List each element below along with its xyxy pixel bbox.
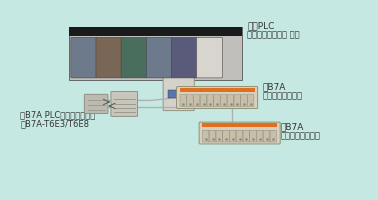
FancyBboxPatch shape <box>71 37 97 78</box>
FancyBboxPatch shape <box>84 94 108 114</box>
FancyBboxPatch shape <box>241 95 247 107</box>
FancyBboxPatch shape <box>177 87 258 108</box>
FancyBboxPatch shape <box>111 92 138 116</box>
FancyBboxPatch shape <box>207 95 214 107</box>
FancyBboxPatch shape <box>197 37 222 78</box>
FancyBboxPatch shape <box>209 130 215 142</box>
Bar <box>69 27 242 36</box>
Text: リンクターミナル: リンクターミナル <box>281 132 321 141</box>
FancyBboxPatch shape <box>96 37 122 78</box>
Text: 形B7A: 形B7A <box>281 123 304 132</box>
FancyBboxPatch shape <box>243 130 249 142</box>
FancyBboxPatch shape <box>229 130 236 142</box>
FancyBboxPatch shape <box>163 76 194 111</box>
FancyBboxPatch shape <box>270 130 276 142</box>
Bar <box>167 90 190 98</box>
FancyBboxPatch shape <box>223 130 229 142</box>
Text: 形B7A-T6E3/T6E8: 形B7A-T6E3/T6E8 <box>20 120 89 129</box>
Text: 形B7A PLCコネクタタイプ: 形B7A PLCコネクタタイプ <box>20 111 95 120</box>
Text: 形B7A: 形B7A <box>262 82 285 91</box>
Text: リンクターミナル: リンクターミナル <box>262 91 302 100</box>
FancyBboxPatch shape <box>250 130 256 142</box>
FancyBboxPatch shape <box>234 95 240 107</box>
FancyBboxPatch shape <box>216 130 222 142</box>
FancyBboxPatch shape <box>171 37 197 78</box>
FancyBboxPatch shape <box>203 130 209 142</box>
Bar <box>202 123 277 127</box>
FancyBboxPatch shape <box>180 95 186 107</box>
Text: （オムロン、三菱 他）: （オムロン、三菱 他） <box>247 30 300 39</box>
FancyBboxPatch shape <box>236 130 243 142</box>
FancyBboxPatch shape <box>227 95 234 107</box>
Bar <box>180 88 255 92</box>
FancyBboxPatch shape <box>69 27 242 80</box>
FancyBboxPatch shape <box>194 95 200 107</box>
FancyBboxPatch shape <box>200 95 207 107</box>
FancyBboxPatch shape <box>257 130 263 142</box>
FancyBboxPatch shape <box>187 95 193 107</box>
FancyBboxPatch shape <box>248 95 254 107</box>
Text: 各社PLC: 各社PLC <box>247 21 274 30</box>
FancyBboxPatch shape <box>146 37 172 78</box>
FancyBboxPatch shape <box>214 95 220 107</box>
FancyBboxPatch shape <box>121 37 147 78</box>
FancyBboxPatch shape <box>263 130 270 142</box>
FancyBboxPatch shape <box>220 95 227 107</box>
FancyBboxPatch shape <box>199 122 280 144</box>
